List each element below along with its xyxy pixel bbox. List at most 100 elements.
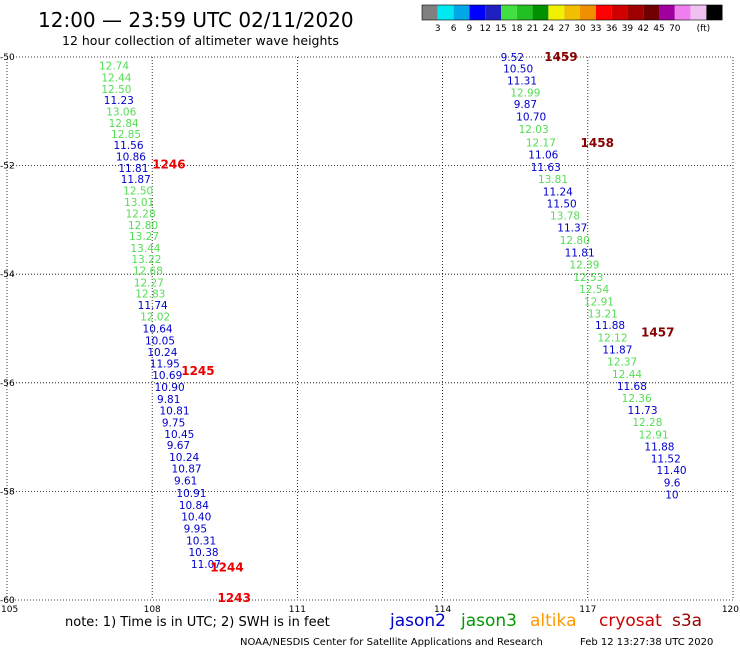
pass-time-label: 1458 bbox=[581, 136, 614, 150]
color-scale-label: 39 bbox=[622, 24, 634, 34]
swh-value: 11.50 bbox=[547, 199, 577, 211]
swh-value: 11.40 bbox=[657, 465, 687, 477]
swh-value: 11.24 bbox=[543, 187, 573, 199]
swh-value: 11.73 bbox=[627, 405, 657, 417]
color-scale-unit: (ft) bbox=[697, 24, 711, 34]
swh-value: 12.83 bbox=[135, 289, 165, 301]
color-swatch bbox=[422, 5, 438, 20]
pass-time-label: 1457 bbox=[641, 325, 674, 339]
units-note: note: 1) Time is in UTC; 2) SWH is in fe… bbox=[65, 615, 330, 630]
satellite-name: altika bbox=[530, 611, 577, 631]
swh-value: 10.69 bbox=[152, 370, 182, 382]
swh-value: 13.06 bbox=[106, 106, 136, 118]
y-tick-label: -58 bbox=[0, 487, 15, 497]
swh-value: 10.24 bbox=[147, 347, 177, 359]
color-scale-label: 33 bbox=[590, 24, 601, 34]
swh-value: 11.07 bbox=[191, 559, 221, 571]
color-scale-legend: 3 6 9 12 15 18 21 24 27 30 33 36 39 42 45 70 (ft) bbox=[421, 4, 723, 34]
swh-value: 11.95 bbox=[150, 358, 180, 370]
swh-value: 12.50 bbox=[101, 84, 131, 96]
swh-value: 12.44 bbox=[101, 73, 131, 85]
swh-value: 9.67 bbox=[167, 440, 190, 452]
pass-time-label: 1244 bbox=[210, 560, 243, 574]
pass-time-label: 1246 bbox=[152, 158, 185, 172]
y-tick-labels: -50 -52 -54 -56 -58 -60 bbox=[0, 53, 15, 606]
swh-value: 12.12 bbox=[597, 333, 627, 345]
swh-value: 9.95 bbox=[184, 523, 207, 535]
swh-value: 10.87 bbox=[172, 464, 202, 476]
pass-time-label: 1243 bbox=[218, 591, 251, 605]
swh-value: 12.91 bbox=[584, 296, 614, 308]
swh-value: 12.91 bbox=[639, 429, 669, 441]
color-scale-label: 30 bbox=[574, 24, 586, 34]
swh-value: 9.61 bbox=[174, 476, 197, 488]
swh-value: 13.81 bbox=[538, 174, 568, 186]
y-tick-label: -52 bbox=[0, 162, 15, 172]
color-scale-label: 36 bbox=[606, 24, 618, 34]
swh-value: 9.87 bbox=[514, 99, 537, 111]
swh-value: 10.90 bbox=[155, 382, 185, 394]
swh-value: 10.81 bbox=[159, 405, 189, 417]
swh-value: 12.03 bbox=[519, 124, 549, 136]
color-swatch bbox=[485, 5, 501, 20]
swh-value: 12.39 bbox=[569, 259, 599, 271]
swh-value: 10.91 bbox=[176, 488, 206, 500]
color-scale-label: 15 bbox=[495, 24, 506, 34]
color-swatch bbox=[690, 5, 707, 20]
swh-value: 13.27 bbox=[129, 231, 159, 243]
swh-value: 12.44 bbox=[612, 369, 642, 381]
swh-value: 11.68 bbox=[617, 381, 647, 393]
swh-value: 12.50 bbox=[123, 186, 153, 198]
color-scale-label: 6 bbox=[451, 24, 457, 34]
color-scale-label: 21 bbox=[527, 24, 538, 34]
x-tick-label: 111 bbox=[289, 605, 306, 615]
x-tick-label: 108 bbox=[144, 605, 161, 615]
satellite-name: s3a bbox=[672, 611, 702, 631]
color-swatch bbox=[469, 5, 486, 20]
swh-value: 10.31 bbox=[186, 535, 216, 547]
x-tick-label: 117 bbox=[579, 605, 596, 615]
swh-value: 11.23 bbox=[104, 95, 134, 107]
swh-value: 10.45 bbox=[164, 429, 194, 441]
swh-value: 12.36 bbox=[622, 393, 652, 405]
swh-value: 10 bbox=[665, 490, 678, 502]
swh-value: 9.52 bbox=[501, 52, 524, 64]
satellite-legend: jason2 jason3 altika cryosat s3a bbox=[389, 611, 702, 631]
color-scale-label: 24 bbox=[543, 24, 555, 34]
swh-value: 9.75 bbox=[162, 417, 185, 429]
swh-value: 11.31 bbox=[507, 75, 537, 87]
color-scale-label: 27 bbox=[558, 24, 569, 34]
swh-value: 11.52 bbox=[651, 453, 681, 465]
color-swatch bbox=[501, 5, 517, 20]
swh-value: 10.86 bbox=[116, 151, 146, 163]
swh-value: 10.84 bbox=[179, 500, 209, 512]
swh-value: 12.99 bbox=[510, 87, 540, 99]
grid-lines bbox=[6, 56, 734, 601]
color-swatch bbox=[516, 5, 533, 20]
swh-value: 11.74 bbox=[138, 300, 168, 312]
satellite-name: jason3 bbox=[460, 611, 517, 631]
swh-value: 11.81 bbox=[565, 247, 595, 259]
pass-time-label: 1459 bbox=[544, 50, 577, 64]
swh-value: 12.17 bbox=[526, 137, 556, 149]
swh-value: 11.87 bbox=[121, 174, 151, 186]
color-scale-label: 3 bbox=[435, 24, 441, 34]
color-swatch bbox=[437, 5, 454, 20]
y-tick-label: -60 bbox=[0, 596, 15, 606]
swh-value: 10.38 bbox=[189, 547, 219, 559]
chart-title: 12:00 — 23:59 UTC 02/11/2020 bbox=[38, 8, 354, 32]
color-swatch bbox=[532, 5, 549, 20]
swh-value: 10.05 bbox=[145, 335, 175, 347]
swh-value: 11.88 bbox=[595, 320, 625, 332]
swh-value: 12.80 bbox=[560, 235, 590, 247]
swh-value: 13.01 bbox=[124, 197, 154, 209]
x-tick-label: 114 bbox=[434, 605, 451, 615]
x-tick-label: 105 bbox=[1, 605, 18, 615]
y-tick-label: -50 bbox=[0, 53, 15, 63]
color-swatch bbox=[674, 5, 691, 20]
swh-value: 11.06 bbox=[528, 150, 558, 162]
x-tick-label: 120 bbox=[722, 605, 739, 615]
swh-value: 12.28 bbox=[632, 417, 662, 429]
swh-value: 12.84 bbox=[109, 118, 139, 130]
